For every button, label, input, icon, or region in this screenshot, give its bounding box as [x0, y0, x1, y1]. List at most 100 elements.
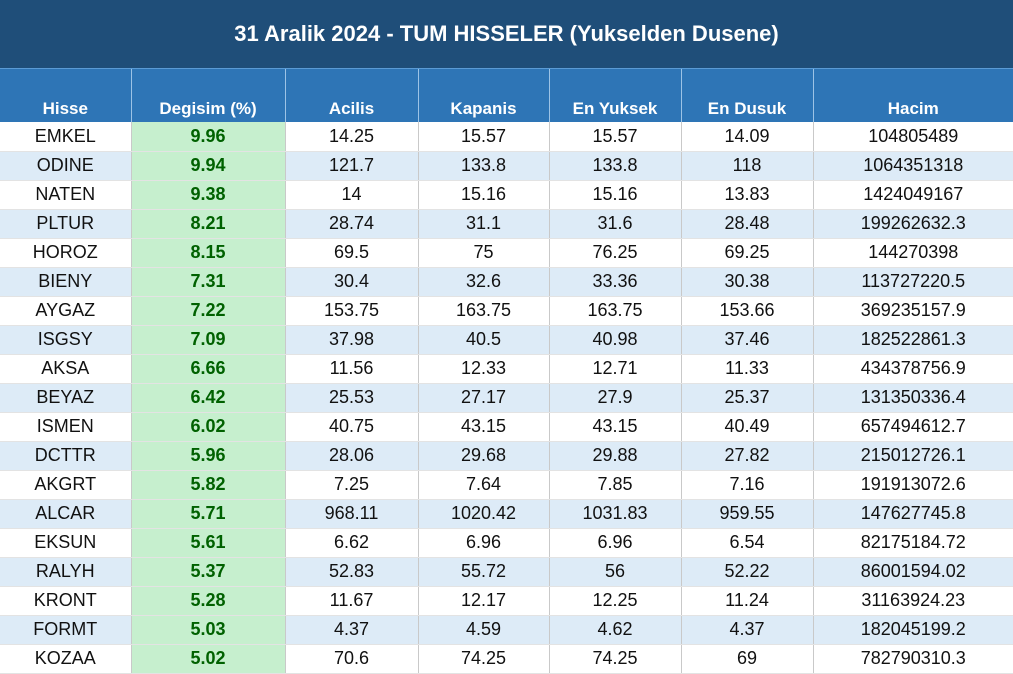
change-cell: 8.21 — [130, 209, 285, 239]
value-cell: 182045199.2 — [812, 615, 1013, 645]
column-header: En Dusuk — [680, 68, 813, 122]
value-cell: 82175184.72 — [812, 528, 1013, 558]
value-cell: 1064351318 — [812, 151, 1013, 181]
table-title: 31 Aralik 2024 - TUM HISSELER (Yukselden… — [0, 0, 1013, 68]
change-cell: 9.96 — [130, 122, 285, 152]
change-cell: 5.82 — [130, 470, 285, 500]
value-cell: 11.56 — [284, 354, 418, 384]
value-cell: 25.37 — [680, 383, 813, 413]
value-cell: 133.8 — [548, 151, 681, 181]
value-cell: 76.25 — [548, 238, 681, 268]
value-cell: 14.09 — [680, 122, 813, 152]
ticker-cell: EMKEL — [0, 122, 131, 152]
value-cell: 782790310.3 — [812, 644, 1013, 674]
change-cell: 5.71 — [130, 499, 285, 529]
ticker-cell: RALYH — [0, 557, 131, 587]
value-cell: 11.33 — [680, 354, 813, 384]
value-cell: 163.75 — [548, 296, 681, 326]
change-cell: 9.94 — [130, 151, 285, 181]
value-cell: 52.22 — [680, 557, 813, 587]
value-cell: 182522861.3 — [812, 325, 1013, 355]
value-cell: 6.62 — [284, 528, 418, 558]
value-cell: 12.71 — [548, 354, 681, 384]
value-cell: 11.24 — [680, 586, 813, 616]
change-cell: 6.42 — [130, 383, 285, 413]
ticker-cell: DCTTR — [0, 441, 131, 471]
ticker-cell: AYGAZ — [0, 296, 131, 326]
column-header: Degisim (%) — [130, 68, 285, 122]
table-row: ISMEN 6.02 40.75 43.15 43.15 40.49 657494612.7 — [0, 412, 1013, 442]
value-cell: 6.54 — [680, 528, 813, 558]
header-row: Hisse Degisim (%) Acilis Kapanis En Yuksek En… — [0, 68, 1013, 122]
value-cell: 14.25 — [284, 122, 418, 152]
column-header: Kapanis — [417, 68, 549, 122]
value-cell: 144270398 — [812, 238, 1013, 268]
ticker-cell: ALCAR — [0, 499, 131, 529]
ticker-cell: EKSUN — [0, 528, 131, 558]
change-cell: 5.02 — [130, 644, 285, 674]
value-cell: 7.25 — [284, 470, 418, 500]
table-row: KRONT 5.28 11.67 12.17 12.25 11.24 31163924.23 — [0, 586, 1013, 616]
ticker-cell: NATEN — [0, 180, 131, 210]
value-cell: 13.83 — [680, 180, 813, 210]
table-row: ODINE 9.94 121.7 133.8 133.8 118 1064351318 — [0, 151, 1013, 181]
ticker-cell: HOROZ — [0, 238, 131, 268]
change-cell: 9.38 — [130, 180, 285, 210]
value-cell: 56 — [548, 557, 681, 587]
ticker-cell: ISGSY — [0, 325, 131, 355]
change-cell: 6.02 — [130, 412, 285, 442]
change-cell: 5.61 — [130, 528, 285, 558]
value-cell: 40.98 — [548, 325, 681, 355]
value-cell: 14 — [284, 180, 418, 210]
ticker-cell: AKGRT — [0, 470, 131, 500]
value-cell: 86001594.02 — [812, 557, 1013, 587]
value-cell: 4.59 — [417, 615, 549, 645]
value-cell: 28.48 — [680, 209, 813, 239]
value-cell: 133.8 — [417, 151, 549, 181]
change-cell: 5.28 — [130, 586, 285, 616]
table-row: KOZAA 5.02 70.6 74.25 74.25 69 782790310.3 — [0, 644, 1013, 674]
value-cell: 52.83 — [284, 557, 418, 587]
table-row: HOROZ 8.15 69.5 75 76.25 69.25 144270398 — [0, 238, 1013, 268]
ticker-cell: KOZAA — [0, 644, 131, 674]
value-cell: 6.96 — [417, 528, 549, 558]
value-cell: 657494612.7 — [812, 412, 1013, 442]
value-cell: 74.25 — [548, 644, 681, 674]
value-cell: 15.16 — [417, 180, 549, 210]
column-header: Acilis — [284, 68, 418, 122]
value-cell: 968.11 — [284, 499, 418, 529]
value-cell: 6.96 — [548, 528, 681, 558]
table-row: NATEN 9.38 14 15.16 15.16 13.83 1424049167 — [0, 180, 1013, 210]
table-row: EKSUN 5.61 6.62 6.96 6.96 6.54 82175184.72 — [0, 528, 1013, 558]
table-row: EMKEL 9.96 14.25 15.57 15.57 14.09 104805489 — [0, 122, 1013, 152]
column-header: En Yuksek — [548, 68, 681, 122]
ticker-cell: PLTUR — [0, 209, 131, 239]
value-cell: 33.36 — [548, 267, 681, 297]
ticker-cell: ISMEN — [0, 412, 131, 442]
ticker-cell: AKSA — [0, 354, 131, 384]
change-cell: 7.09 — [130, 325, 285, 355]
table-row: AYGAZ 7.22 153.75 163.75 163.75 153.66 3692351… — [0, 296, 1013, 326]
value-cell: 12.17 — [417, 586, 549, 616]
value-cell: 43.15 — [417, 412, 549, 442]
value-cell: 113727220.5 — [812, 267, 1013, 297]
table-row: FORMT 5.03 4.37 4.59 4.62 4.37 182045199.2 — [0, 615, 1013, 645]
value-cell: 11.67 — [284, 586, 418, 616]
value-cell: 43.15 — [548, 412, 681, 442]
value-cell: 40.49 — [680, 412, 813, 442]
table-row: RALYH 5.37 52.83 55.72 56 52.22 86001594.02 — [0, 557, 1013, 587]
value-cell: 118 — [680, 151, 813, 181]
value-cell: 28.74 — [284, 209, 418, 239]
value-cell: 27.9 — [548, 383, 681, 413]
value-cell: 70.6 — [284, 644, 418, 674]
value-cell: 27.17 — [417, 383, 549, 413]
stock-table: Hisse Degisim (%) Acilis Kapanis En Yuksek En… — [0, 68, 1013, 674]
value-cell: 104805489 — [812, 122, 1013, 152]
value-cell: 55.72 — [417, 557, 549, 587]
value-cell: 40.75 — [284, 412, 418, 442]
value-cell: 75 — [417, 238, 549, 268]
value-cell: 163.75 — [417, 296, 549, 326]
ticker-cell: BIENY — [0, 267, 131, 297]
value-cell: 7.16 — [680, 470, 813, 500]
